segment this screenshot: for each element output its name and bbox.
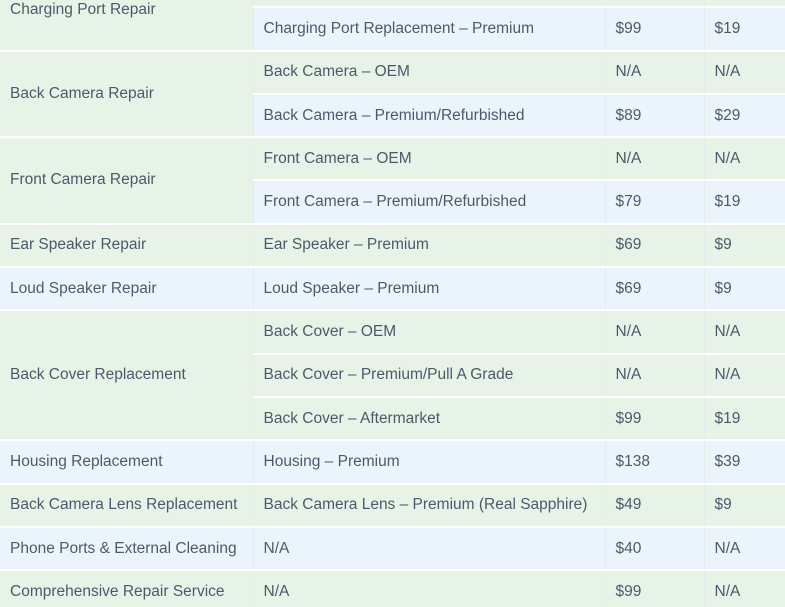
- price-primary-cell: N/A: [605, 50, 705, 95]
- service-cell: Ear Speaker – Premium: [253, 223, 606, 269]
- service-cell: Back Cover – OEM: [253, 310, 606, 355]
- price-secondary-cell: N/A: [704, 570, 785, 607]
- price-secondary-cell: N/A: [704, 137, 785, 182]
- price-secondary-cell: $9: [704, 483, 785, 528]
- price-primary-cell: $40: [605, 526, 705, 572]
- price-primary-cell: N/A: [605, 310, 705, 355]
- category-cell: Housing Replacement: [0, 440, 254, 485]
- table-row: Back Cover – Aftermarket $99 $19: [0, 396, 785, 442]
- table-row: Ear Speaker Repair Ear Speaker – Premium $…: [0, 223, 785, 269]
- table-row: Front Camera – Premium/Refurbished $79 $19: [0, 180, 785, 225]
- price-primary-cell: $99: [605, 396, 705, 442]
- category-cell: Ear Speaker Repair: [0, 223, 254, 269]
- price-secondary-cell: N/A: [704, 526, 785, 572]
- price-secondary-cell: $19: [704, 7, 785, 52]
- service-cell: Back Camera Lens – Premium (Real Sapphir…: [253, 483, 606, 528]
- price-primary-cell: $99: [605, 570, 705, 607]
- category-cell: Charging Port Repair: [0, 0, 254, 52]
- price-secondary-cell: $19: [704, 180, 785, 225]
- service-cell: Back Camera – Premium/Refurbished: [253, 93, 606, 139]
- price-secondary-cell: $39: [704, 440, 785, 485]
- table-row: Comprehensive Repair Service N/A $99 N/A: [0, 570, 785, 607]
- table-row: Loud Speaker Repair Loud Speaker – Premiu…: [0, 267, 785, 312]
- service-cell: Charging Port Replacement – Premium: [253, 7, 606, 52]
- table-row: Back Camera – Premium/Refurbished $89 $29: [0, 93, 785, 139]
- category-cell: Phone Ports & External Cleaning: [0, 526, 254, 572]
- price-secondary-cell: [704, 0, 785, 9]
- price-secondary-cell: $9: [704, 267, 785, 312]
- category-cell: Back Cover Replacement: [0, 310, 254, 442]
- service-cell: Front Camera – OEM: [253, 137, 606, 182]
- category-cell: Front Camera Repair: [0, 137, 254, 225]
- service-cell: Front Camera – Premium/Refurbished: [253, 180, 606, 225]
- price-primary-cell: $79: [605, 180, 705, 225]
- table-row: Back Cover – Premium/Pull A Grade N/A N/A: [0, 353, 785, 398]
- service-cell: N/A: [253, 570, 606, 607]
- price-primary-cell: $69: [605, 267, 705, 312]
- price-primary-cell: $69: [605, 223, 705, 269]
- table-row: Charging Port Replacement – Premium $99 $1…: [0, 7, 785, 52]
- price-primary-cell: [605, 0, 705, 9]
- category-cell: Loud Speaker Repair: [0, 267, 254, 312]
- service-cell: [253, 0, 606, 9]
- category-cell: Back Camera Lens Replacement: [0, 483, 254, 528]
- price-secondary-cell: N/A: [704, 310, 785, 355]
- table-row: Housing Replacement Housing – Premium $138…: [0, 440, 785, 485]
- table-row: Back Camera Lens Replacement Back Camera …: [0, 483, 785, 528]
- price-secondary-cell: $19: [704, 396, 785, 442]
- price-secondary-cell: N/A: [704, 50, 785, 95]
- category-cell: Back Camera Repair: [0, 50, 254, 139]
- service-cell: Housing – Premium: [253, 440, 606, 485]
- table-row: Phone Ports & External Cleaning N/A $40 N/A: [0, 526, 785, 572]
- price-primary-cell: $49: [605, 483, 705, 528]
- price-secondary-cell: $9: [704, 223, 785, 269]
- service-cell: Loud Speaker – Premium: [253, 267, 606, 312]
- table-row: Back Camera Repair Back Camera – OEM N/A N/…: [0, 50, 785, 139]
- table-row: Back Cover Replacement Back Cover – OEM N/…: [0, 310, 785, 442]
- price-primary-cell: $138: [605, 440, 705, 485]
- service-cell: Back Camera – OEM: [253, 50, 606, 95]
- price-secondary-cell: $29: [704, 93, 785, 139]
- service-cell: N/A: [253, 526, 606, 572]
- price-secondary-cell: N/A: [704, 353, 785, 398]
- price-primary-cell: $99: [605, 7, 705, 52]
- category-cell: Comprehensive Repair Service: [0, 570, 254, 607]
- price-primary-cell: $89: [605, 93, 705, 139]
- table-row: Front Camera Repair Front Camera – OEM N/A…: [0, 137, 785, 225]
- service-cell: Back Cover – Premium/Pull A Grade: [253, 353, 606, 398]
- price-primary-cell: N/A: [605, 137, 705, 182]
- service-cell: Back Cover – Aftermarket: [253, 396, 606, 442]
- table-row: Charging Port Repair: [0, 0, 785, 52]
- price-primary-cell: N/A: [605, 353, 705, 398]
